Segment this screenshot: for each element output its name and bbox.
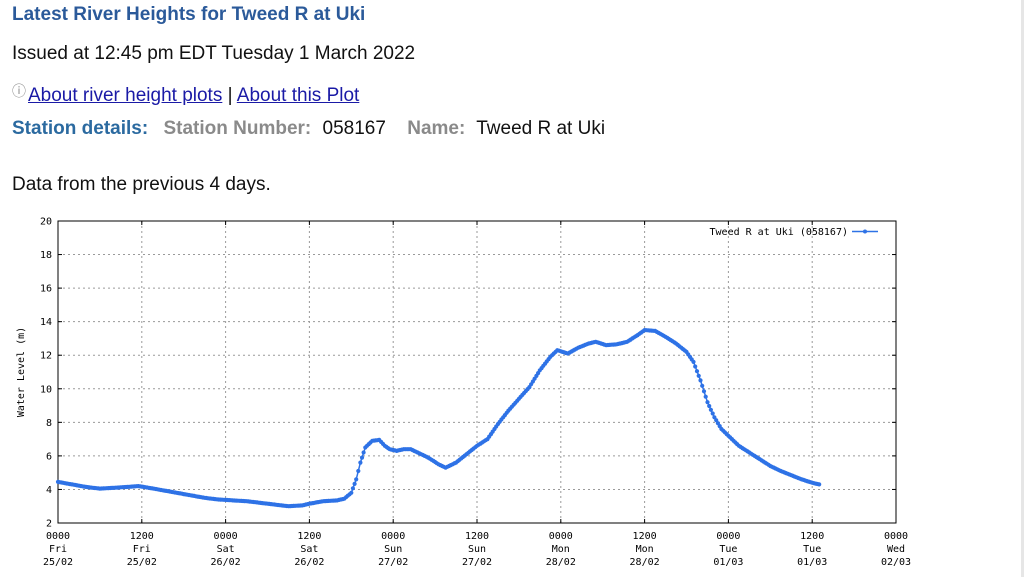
x-tick-label: Sun [384, 544, 402, 555]
x-tick-label: 27/02 [462, 557, 492, 568]
y-tick-label: 14 [40, 317, 52, 328]
x-tick-label: 0000 [381, 531, 405, 542]
x-tick-label: 0000 [716, 531, 740, 542]
x-tick-label: 25/02 [43, 557, 73, 568]
station-details: Station details: Station Number: 058167 … [12, 118, 605, 140]
data-point [701, 389, 707, 394]
data-point [350, 486, 355, 491]
x-tick-label: 28/02 [546, 557, 576, 568]
x-tick-label: 27/02 [378, 557, 408, 568]
data-point [349, 490, 354, 495]
help-links: ⓘ About river height plots | About this P… [12, 81, 359, 107]
x-tick-label: 26/02 [211, 557, 241, 568]
data-point [361, 450, 366, 455]
data-point [707, 403, 712, 409]
y-tick-label: 10 [40, 384, 52, 395]
x-tick-label: 01/03 [713, 557, 743, 568]
x-tick-label: Tue [803, 544, 821, 555]
legend-marker [863, 229, 867, 234]
data-point [705, 400, 710, 405]
station-name-label: Name: [407, 118, 466, 139]
y-axis-label: Water Level (m) [16, 327, 27, 417]
data-point [710, 411, 715, 416]
y-tick-label: 6 [46, 451, 52, 462]
y-tick-label: 18 [40, 250, 52, 261]
page-title: Latest River Heights for Tweed R at Uki [12, 4, 366, 25]
y-tick-label: 8 [46, 418, 52, 429]
station-number-label: Station Number: [163, 118, 312, 139]
data-point [708, 407, 714, 412]
chart-legend: Tweed R at Uki (058167) [710, 227, 878, 238]
link-separator: | [227, 85, 233, 106]
x-tick-label: Sat [300, 544, 318, 555]
x-tick-label: 1200 [633, 531, 657, 542]
data-point [354, 477, 359, 482]
x-tick-label: 0000 [46, 531, 70, 542]
data-point [698, 378, 703, 383]
data-point [356, 468, 361, 474]
series-points [55, 328, 822, 509]
y-tick-label: 12 [40, 351, 52, 362]
x-tick-label: 01/03 [797, 557, 827, 568]
x-tick-label: Fri [133, 544, 151, 555]
y-tick-label: 4 [46, 485, 52, 496]
data-point [703, 394, 708, 399]
x-tick-label: Tue [719, 544, 737, 555]
station-details-label: Station details: [12, 118, 149, 139]
x-tick-label: Sat [217, 544, 235, 555]
x-tick-label: 28/02 [630, 557, 660, 568]
y-tick-label: 16 [40, 284, 52, 295]
x-tick-label: 02/03 [881, 557, 911, 568]
y-axis-ticks: 2 4 6 8 10 12 14 16 18 20 [40, 217, 896, 530]
issued-timestamp: Issued at 12:45 pm EDT Tuesday 1 March 2… [12, 43, 416, 64]
legend-label: Tweed R at Uki (058167) [710, 227, 848, 238]
x-tick-label: 0000 [214, 531, 238, 542]
data-point [817, 482, 822, 487]
data-point [696, 373, 701, 378]
x-tick-label: Wed [887, 544, 905, 555]
x-tick-label: 0000 [884, 531, 908, 542]
x-axis-ticks: 0000Fri25/021200Fri25/020000Sat26/021200… [43, 221, 911, 568]
data-point [359, 455, 365, 460]
river-height-chart: 2 4 6 8 10 12 14 16 18 20 0000 Fri 25/02 1200 Fri 25/0… [16, 217, 911, 569]
about-river-height-plots-link[interactable]: About river height plots [28, 85, 223, 106]
data-point [700, 383, 705, 388]
about-this-plot-link[interactable]: About this Plot [236, 85, 360, 106]
chart-grid [58, 221, 896, 523]
x-tick-label: Mon [636, 544, 654, 555]
x-tick-label: 25/02 [127, 557, 157, 568]
info-icon: ⓘ [12, 83, 26, 99]
data-point [691, 359, 696, 364]
data-point [693, 364, 698, 369]
x-tick-label: 1200 [297, 531, 321, 542]
x-tick-label: 1200 [130, 531, 154, 542]
data-point [352, 481, 357, 486]
series-line [57, 329, 820, 507]
x-tick-label: 26/02 [294, 557, 324, 568]
x-tick-label: Fri [49, 544, 67, 555]
x-tick-label: 1200 [800, 531, 824, 542]
station-name-value: Tweed R at Uki [476, 118, 606, 139]
x-tick-label: 1200 [465, 531, 489, 542]
data-point [694, 369, 700, 374]
y-tick-label: 2 [46, 519, 52, 530]
y-tick-label: 20 [40, 217, 52, 228]
x-tick-label: Sun [468, 544, 486, 555]
station-number-value: 058167 [322, 118, 386, 139]
window-edge [1021, 0, 1024, 577]
x-tick-label: Mon [552, 544, 570, 555]
x-tick-label: 0000 [549, 531, 573, 542]
data-point [358, 460, 363, 465]
data-range-note: Data from the previous 4 days. [12, 174, 271, 195]
